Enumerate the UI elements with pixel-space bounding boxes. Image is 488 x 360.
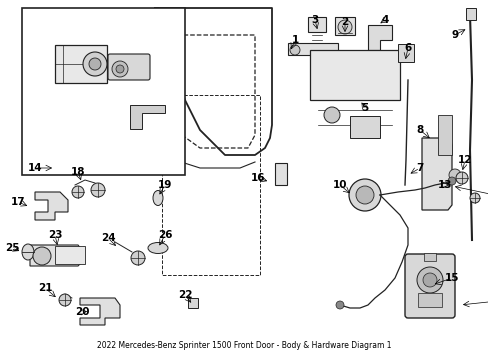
Ellipse shape [148,243,168,253]
Bar [465,8,475,20]
Text: 16: 16 [250,173,264,183]
Text: 4: 4 [381,15,388,25]
Ellipse shape [153,190,163,206]
Circle shape [469,193,479,203]
Bar [349,116,379,138]
Polygon shape [80,298,120,325]
Circle shape [337,20,351,34]
Circle shape [91,183,105,197]
Bar [22,8,184,175]
Bar [187,298,198,308]
Text: 2022 Mercedes-Benz Sprinter 1500 Front Door - Body & Hardware Diagram 1: 2022 Mercedes-Benz Sprinter 1500 Front D… [97,341,390,350]
Circle shape [33,247,51,265]
Text: 14: 14 [28,163,42,173]
Ellipse shape [22,244,34,260]
Bar [423,253,435,261]
Circle shape [416,267,442,293]
Text: 20: 20 [75,307,89,317]
Text: 2: 2 [341,17,348,27]
Polygon shape [367,25,391,50]
Text: 21: 21 [38,283,52,293]
Circle shape [89,58,101,70]
FancyBboxPatch shape [404,254,454,318]
Circle shape [112,61,128,77]
Circle shape [335,301,343,309]
Text: 15: 15 [444,273,458,283]
Bar [334,17,354,35]
Bar [55,246,85,264]
Bar [397,44,413,62]
Circle shape [59,294,71,306]
Circle shape [83,52,107,76]
Text: 22: 22 [177,290,192,300]
Bar [287,43,337,55]
Text: 6: 6 [404,43,411,53]
Text: 18: 18 [71,167,85,177]
Bar [309,50,399,100]
Text: 19: 19 [158,180,172,190]
Text: 26: 26 [158,230,172,240]
Text: 10: 10 [332,180,346,190]
Bar [417,293,441,307]
Text: 24: 24 [101,233,115,243]
Text: 23: 23 [48,230,62,240]
Bar [437,115,451,155]
Circle shape [448,169,460,181]
Polygon shape [35,192,68,220]
Circle shape [116,65,124,73]
FancyBboxPatch shape [108,54,150,80]
Text: 25: 25 [5,243,19,253]
Polygon shape [421,138,451,210]
Circle shape [422,273,436,287]
Polygon shape [130,105,164,129]
Bar [55,45,107,83]
Text: 5: 5 [361,103,368,113]
Text: 13: 13 [437,180,451,190]
Circle shape [289,45,299,55]
Circle shape [324,107,339,123]
Text: 9: 9 [450,30,458,40]
Circle shape [348,179,380,211]
Circle shape [447,177,455,185]
Bar [274,163,286,185]
Text: 8: 8 [415,125,423,135]
Circle shape [355,186,373,204]
Text: 12: 12 [457,155,471,165]
Text: 17: 17 [11,197,25,207]
Polygon shape [30,245,82,266]
Circle shape [72,186,84,198]
Text: 7: 7 [415,163,423,173]
Text: 3: 3 [311,15,318,25]
Text: 1: 1 [291,35,298,45]
Circle shape [131,251,145,265]
Bar [307,17,325,32]
Circle shape [455,172,467,184]
